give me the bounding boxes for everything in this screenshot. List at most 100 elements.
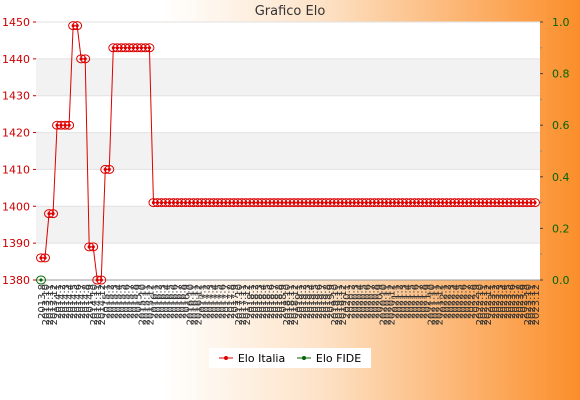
x-tick-label: 2022.8 [467,284,478,319]
x-tick-label: 2023.9 [519,284,530,319]
legend-marker-elo-italia-icon [218,353,233,363]
x-tick-label: 2023.10 [523,284,534,325]
x-tick-label: 2020.2 [346,284,357,319]
x-tick-label: 2019.2 [298,284,309,319]
x-tick-label: 2021.2 [394,284,405,319]
y-tick-label: 1380 [2,274,30,287]
x-tick-label: 2018.5 [262,284,273,319]
x-tick-label: 2015.2 [105,284,116,319]
x-tick-label: 2018.11 [286,284,297,325]
x-tick-label: 2022.11 [479,284,490,325]
x-tick-label: 2023.12 [531,284,542,325]
data-point-ring-elo-italia [40,253,51,263]
x-tick-label: 2015.8 [129,284,140,319]
grid-band [36,58,540,96]
data-point-ring-elo-italia [80,54,91,64]
y-tick-label: 1420 [2,127,30,140]
x-tick-label: 2016.8 [178,284,189,319]
data-point-elo-italia [51,212,55,216]
legend-entry-elo-fide[interactable]: Elo FIDE [296,352,361,365]
data-point-ring-elo-italia [72,21,83,31]
data-point-ring-elo-italia [64,120,75,130]
x-tick-label: 2016.5 [166,284,177,319]
x-tick-label: 2017.12 [242,284,253,325]
data-point-elo-fide [39,278,43,282]
x-tick-label: 2013.8 [37,284,48,319]
x-tick-label: 2017.9 [230,284,241,319]
data-point-ring-elo-italia [104,164,115,174]
x-tick-label: 2022.2 [443,284,454,319]
x-tick-label: 2015.6 [121,284,132,319]
x-tick-label: 2021.1 [390,284,401,319]
data-point-elo-italia [67,123,71,127]
x-tick-label: 2016.11 [190,284,201,325]
data-point-ring-elo-italia [48,209,59,219]
x-tick-label: 2023.4 [499,284,510,319]
x-tick-label: 2020.3 [350,284,361,319]
x-tick-label: 2022.5 [455,284,466,319]
x-tick-label: 2019.12 [338,284,349,325]
x-tick-label: 2022.4 [451,284,462,319]
data-point-elo-italia [83,57,87,61]
series-line-elo-italia [41,25,535,281]
x-tick-label: 2014.8 [81,284,92,319]
x-tick-label: 2014.10 [89,284,100,325]
x-tick-label: 2023.7 [511,284,522,319]
x-tick-label: 2019.8 [322,284,333,319]
x-tick-label: 2016.2 [153,284,164,319]
x-tick-label: 2018.7 [270,284,281,319]
y-tick-label: 1400 [2,200,30,213]
x-tick-label: 2013.11 [45,284,56,325]
x-tick-label: 2017.5 [214,284,225,319]
x-tick-label: 2018.2 [250,284,261,319]
x-tick-label: 2021.5 [406,284,417,319]
x-tick-label: 2020.11 [382,284,393,325]
x-tick-label: 2016.6 [170,284,181,319]
x-tick-label: 2017.3 [206,284,217,319]
x-tick-label: 2021.12 [435,284,446,325]
x-tick-label: 2013.12 [49,284,60,325]
data-point-elo-italia [43,256,47,260]
data-point-elo-italia [75,24,79,28]
x-tick-label: 2016.12 [194,284,205,325]
x-tick-label: 2018.6 [266,284,277,319]
x-tick-label: 2019.10 [330,284,341,325]
x-tick-label: 2022.1 [439,284,450,319]
x-tick-label: 2016.9 [182,284,193,319]
x-tick-label: 2022.3 [447,284,458,319]
x-tick-label: 2019.11 [334,284,345,325]
x-tick-label: 2021.11 [431,284,442,325]
x-tick-label: 2014.12 [97,284,108,325]
x-tick-label: 2021.7 [415,284,426,319]
y-tick-label: 1440 [2,53,30,66]
x-tick-label: 2014.4 [65,284,76,319]
x-tick-label: 2016.4 [162,284,173,319]
x-tick-label: 2018.12 [290,284,301,325]
x-tick-label: 2019.4 [306,284,317,319]
data-point-ring-elo-italia [96,275,107,285]
x-tick-label: 2015.4 [113,284,124,319]
x-tick-label: 2023.11 [527,284,538,325]
x-tick-label: 2014.7 [77,284,88,319]
x-tick-label: 2022.10 [475,284,486,325]
x-tick-label: 2015.12 [145,284,156,325]
x-tick-label: 2018.4 [258,284,269,319]
data-point-ring-elo-italia [88,242,99,252]
y2-tick-label: 1.0 [552,16,570,29]
x-tick-label: 2020.6 [362,284,373,319]
grid-band [36,132,540,170]
x-tick-label: 2023.1 [487,284,498,319]
x-tick-label: 2019.3 [302,284,313,319]
x-tick-label: 2023.6 [507,284,518,319]
x-tick-label: 2014.9 [85,284,96,319]
x-tick-label: 2017.2 [202,284,213,319]
x-tick-label: 2013.10 [41,284,52,325]
x-tick-label: 2018.10 [282,284,293,325]
legend-entry-elo-italia[interactable]: Elo Italia [218,352,285,365]
x-tick-label: 2014.5 [69,284,80,319]
chart-title: Grafico Elo [254,4,326,19]
y2-tick-label: 0.0 [552,274,570,287]
y2-tick-label: 0.8 [552,68,570,81]
